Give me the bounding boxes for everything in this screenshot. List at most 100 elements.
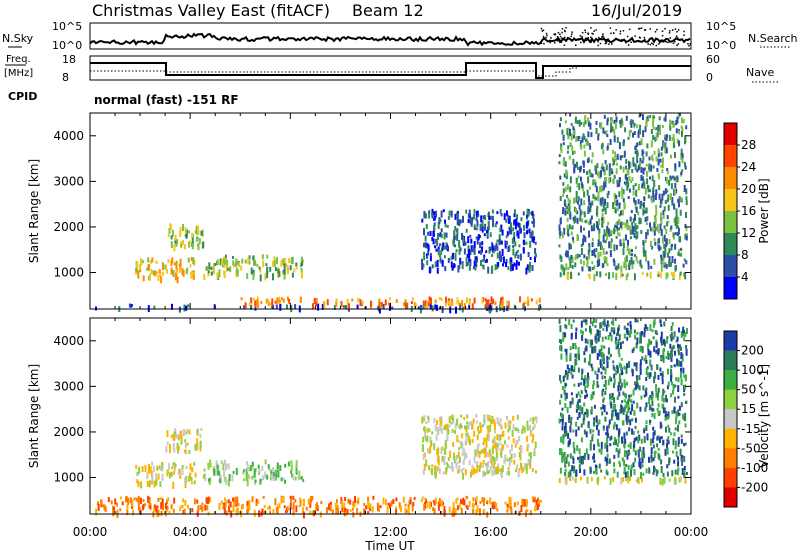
- heatmap-cell: [481, 241, 484, 246]
- heatmap-cell: [116, 502, 118, 507]
- heatmap-cell: [600, 186, 603, 193]
- heatmap-cell: [617, 339, 620, 345]
- heatmap-cell: [684, 476, 687, 484]
- search-dot: [677, 43, 680, 45]
- heatmap-cell: [513, 459, 516, 465]
- heatmap-cell: [282, 270, 285, 274]
- heatmap-cell: [139, 510, 142, 515]
- heatmap-cell: [615, 439, 617, 446]
- heatmap-cell: [468, 249, 470, 257]
- heatmap-cell: [518, 244, 521, 248]
- search-dot: [577, 39, 580, 41]
- heatmap-cell: [470, 220, 473, 227]
- heatmap-cell: [681, 357, 684, 362]
- heatmap-cell: [491, 470, 494, 477]
- heatmap-cell: [626, 272, 629, 277]
- search-dot: [676, 44, 678, 47]
- heatmap-cell: [294, 476, 297, 481]
- heatmap-cell: [604, 442, 607, 449]
- search-dot: [558, 38, 561, 40]
- heatmap-cell: [668, 461, 671, 466]
- heatmap-cell: [559, 217, 562, 225]
- heatmap-cell: [618, 191, 621, 198]
- heatmap-cell: [170, 241, 173, 249]
- heatmap-cell: [595, 337, 598, 344]
- heatmap-cell: [526, 425, 529, 431]
- heatmap-cell: [621, 273, 624, 277]
- heatmap-cell: [159, 272, 162, 278]
- heatmap-cell: [562, 142, 565, 146]
- heatmap-cell: [662, 354, 665, 359]
- heatmap-cell: [443, 506, 446, 514]
- heatmap-cell: [604, 198, 606, 206]
- heatmap-cell: [651, 438, 654, 444]
- heatmap-cell: [625, 224, 627, 228]
- heatmap-cell: [534, 441, 537, 449]
- heatmap-cell: [494, 441, 497, 449]
- heatmap-cell: [684, 331, 687, 337]
- heatmap-cell: [619, 165, 622, 170]
- heatmap-cell: [363, 502, 366, 506]
- heatmap-cell: [272, 260, 275, 267]
- heatmap-cell: [422, 300, 425, 307]
- heatmap-cell: [673, 331, 676, 338]
- heatmap-cell: [634, 151, 637, 154]
- heatmap-cell: [680, 330, 683, 338]
- heatmap-cell: [600, 469, 603, 473]
- heatmap-cell: [651, 400, 654, 407]
- heatmap-cell: [168, 510, 171, 514]
- heatmap-cell: [286, 296, 289, 301]
- heatmap-cell: [506, 231, 509, 237]
- heatmap-cell: [634, 163, 637, 171]
- heatmap-cell: [512, 227, 515, 232]
- heatmap-cell: [664, 262, 667, 265]
- heatmap-cell: [627, 415, 630, 423]
- search-dot: [581, 31, 584, 34]
- heatmap-cell: [618, 181, 621, 187]
- heatmap-cell: [605, 233, 608, 241]
- heatmap-cell: [662, 472, 665, 477]
- heatmap-cell: [148, 504, 150, 509]
- heatmap-cell: [642, 385, 645, 391]
- heatmap-cell: [607, 190, 610, 195]
- heatmap-cell: [442, 209, 445, 213]
- heatmap-cell: [612, 406, 615, 412]
- heatmap-cell: [630, 394, 633, 398]
- heatmap-cell: [631, 428, 634, 435]
- heatmap-cell: [270, 302, 273, 307]
- heatmap-cell: [179, 475, 182, 479]
- heatmap-cell: [434, 261, 437, 268]
- heatmap-cell: [678, 161, 681, 168]
- heatmap-cell: [621, 192, 624, 199]
- heatmap-cell: [661, 193, 664, 201]
- heatmap-cell: [673, 364, 676, 368]
- search-dot: [610, 32, 612, 35]
- heatmap-cell: [509, 449, 511, 454]
- heatmap-cell: [433, 225, 436, 231]
- search-dot: [561, 31, 563, 34]
- heatmap-cell: [560, 394, 563, 399]
- heatmap-cell: [540, 499, 543, 503]
- heatmap-cell: [438, 306, 441, 310]
- heatmap-cell: [657, 148, 660, 154]
- heatmap-cell: [660, 164, 663, 168]
- heatmap-cell: [427, 417, 430, 423]
- heatmap-cell: [423, 212, 426, 219]
- heatmap-cell: [189, 240, 192, 245]
- heatmap-cell: [395, 299, 398, 303]
- heatmap-cell: [684, 412, 687, 420]
- heatmap-cell: [593, 444, 596, 451]
- heatmap-cell: [671, 410, 674, 415]
- heatmap-cell: [636, 260, 639, 264]
- heatmap-cell: [469, 234, 472, 238]
- heatmap-cell: [594, 345, 597, 353]
- heatmap-cell: [683, 443, 685, 447]
- heatmap-cell: [660, 466, 663, 473]
- colorbar-segment: [724, 448, 737, 469]
- heatmap-cell: [590, 363, 593, 368]
- heatmap-cell: [299, 263, 302, 268]
- heatmap-cell: [673, 203, 676, 210]
- heatmap-cell: [500, 255, 502, 263]
- heatmap-cell: [568, 242, 571, 250]
- heatmap-cell: [600, 371, 603, 375]
